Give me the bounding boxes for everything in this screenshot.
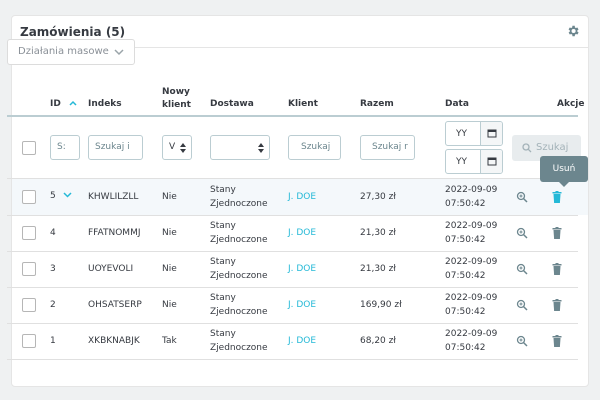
row-client-link[interactable]: J. DOE	[288, 300, 317, 310]
row-checkbox[interactable]	[22, 262, 36, 276]
row-client-link[interactable]: J. DOE	[288, 192, 317, 202]
row-total: 27,30 zł	[360, 192, 396, 202]
row-new-client: Nie	[162, 192, 177, 202]
view-icon[interactable]	[516, 191, 528, 203]
row-checkbox[interactable]	[22, 226, 36, 240]
calendar-button[interactable]	[480, 122, 502, 145]
row-new-client: Tak	[162, 336, 177, 346]
client-filter-input[interactable]: Szukaj	[288, 135, 341, 160]
row-total: 21,30 zł	[360, 264, 396, 274]
select-arrows-icon	[180, 143, 186, 153]
delete-icon[interactable]	[551, 263, 563, 275]
chevron-down-icon	[114, 49, 124, 56]
row-id: 3	[50, 264, 56, 274]
bulk-actions-label: Działania masowe	[18, 46, 109, 57]
row-date: 2022-09-09 07:50:42	[445, 185, 498, 209]
row-date: 2022-09-09 07:50:42	[445, 329, 498, 353]
card-header: Zamówienia (5)	[12, 16, 588, 48]
row-date: 2022-09-09 07:50:42	[445, 293, 498, 317]
row-total: 21,30 zł	[360, 228, 396, 238]
delete-tooltip: Usuń	[540, 156, 588, 187]
row-divider	[7, 215, 578, 216]
row-index: FFATNOMMJ	[88, 228, 141, 238]
delete-icon[interactable]	[551, 191, 563, 203]
column-header-client[interactable]: Klient	[288, 99, 318, 109]
row-id: 5	[50, 191, 72, 201]
new-client-filter-select[interactable]: V	[162, 135, 192, 160]
row-divider	[7, 323, 578, 324]
gear-icon[interactable]	[566, 24, 580, 38]
row-date: 2022-09-09 07:50:42	[445, 257, 498, 281]
view-icon[interactable]	[516, 335, 528, 347]
row-index: KHWLILZLL	[88, 192, 139, 202]
date-to-input[interactable]: YY	[445, 149, 503, 174]
row-index: XKBKNABJK	[88, 336, 140, 346]
row-delivery: Stany Zjednoczone	[210, 185, 268, 209]
column-header-id[interactable]: ID	[50, 99, 77, 109]
calendar-icon	[487, 157, 497, 166]
row-divider	[7, 251, 578, 252]
row-new-client: Nie	[162, 300, 177, 310]
row-new-client: Nie	[162, 264, 177, 274]
row-id: 1	[50, 336, 56, 346]
view-icon[interactable]	[516, 299, 528, 311]
calendar-button[interactable]	[480, 150, 502, 173]
row-index: OHSATSERP	[88, 300, 142, 310]
row-delivery: Stany Zjednoczone	[210, 329, 268, 353]
row-checkbox[interactable]	[22, 298, 36, 312]
row-date: 2022-09-09 07:50:42	[445, 221, 498, 245]
row-index: UOYEVOLI	[88, 264, 134, 274]
select-arrows-icon	[258, 143, 264, 153]
delete-icon[interactable]	[551, 227, 563, 239]
page-title: Zamówienia (5)	[20, 25, 126, 39]
row-divider	[7, 287, 578, 288]
view-icon[interactable]	[516, 263, 528, 275]
row-divider	[7, 359, 578, 360]
table-row[interactable]	[12, 179, 588, 215]
delete-icon[interactable]	[551, 335, 563, 347]
total-filter-input[interactable]: Szukaj r	[360, 135, 415, 160]
row-delivery: Stany Zjednoczone	[210, 221, 268, 245]
row-client-link[interactable]: J. DOE	[288, 336, 317, 346]
index-filter-input[interactable]: Szukaj i	[88, 135, 143, 160]
row-client-link[interactable]: J. DOE	[288, 228, 317, 238]
id-filter-input[interactable]: S:	[50, 135, 80, 160]
date-from-input[interactable]: YY	[445, 121, 503, 146]
row-id: 4	[50, 228, 56, 238]
row-total: 68,20 zł	[360, 336, 396, 346]
chevron-down-icon[interactable]	[63, 192, 72, 198]
row-checkbox[interactable]	[22, 334, 36, 348]
row-delivery: Stany Zjednoczone	[210, 257, 268, 281]
view-icon[interactable]	[516, 227, 528, 239]
delivery-filter-select[interactable]	[210, 135, 270, 160]
row-checkbox[interactable]	[22, 190, 36, 204]
column-header-new-client[interactable]: Nowy klient	[162, 87, 191, 110]
column-header-total[interactable]: Razem	[360, 99, 394, 109]
row-total: 169,90 zł	[360, 300, 402, 310]
calendar-icon	[487, 129, 497, 138]
row-delivery: Stany Zjednoczone	[210, 293, 268, 317]
column-header-delivery[interactable]: Dostawa	[210, 99, 254, 109]
header-divider	[7, 115, 578, 117]
select-all-checkbox[interactable]	[22, 141, 36, 155]
filter-divider	[7, 178, 578, 179]
row-client-link[interactable]: J. DOE	[288, 264, 317, 274]
column-header-index[interactable]: Indeks	[88, 99, 122, 109]
row-new-client: Nie	[162, 228, 177, 238]
column-header-actions: Akcje	[557, 99, 585, 109]
delete-icon[interactable]	[551, 299, 563, 311]
bulk-actions-button[interactable]: Działania masowe	[7, 39, 135, 65]
column-header-date[interactable]: Data	[445, 99, 469, 109]
search-icon	[522, 143, 532, 153]
sort-ascending-icon[interactable]	[69, 100, 77, 106]
row-id: 2	[50, 300, 56, 310]
